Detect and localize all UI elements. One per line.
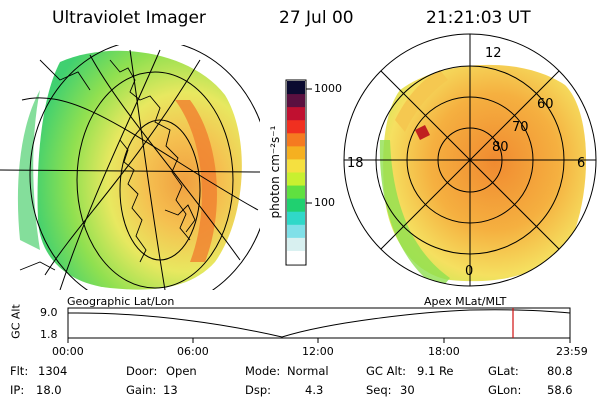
mlat-label-60: 60 bbox=[537, 97, 554, 112]
colorbar-band bbox=[287, 107, 305, 121]
mlt-label-18: 18 bbox=[347, 156, 364, 171]
altitude-plot bbox=[67, 307, 571, 343]
colorbar-band bbox=[287, 211, 305, 226]
gcalt-value: 9.1 Re bbox=[417, 364, 454, 378]
altitude-xtick-1800: 18:00 bbox=[428, 345, 460, 358]
glon-label: GLon: bbox=[488, 383, 522, 397]
seq-value: 30 bbox=[400, 383, 415, 397]
gain-value: 13 bbox=[163, 383, 178, 397]
seq-label: Seq: bbox=[366, 383, 392, 397]
glon-value: 58.6 bbox=[547, 383, 573, 397]
gcalt-label: GC Alt: bbox=[366, 364, 407, 378]
flt-value: 1304 bbox=[38, 364, 68, 378]
right-red-spot bbox=[415, 125, 430, 140]
altitude-ylabel: GC Alt bbox=[9, 304, 23, 339]
ip-value: 18.0 bbox=[36, 383, 62, 397]
ip-label: IP: bbox=[10, 383, 25, 397]
mlt-label-6: 6 bbox=[577, 156, 586, 171]
mlat-label-70: 70 bbox=[512, 120, 529, 135]
altitude-xtick-2359: 23:59 bbox=[556, 345, 588, 358]
glat-label: GLat: bbox=[488, 364, 519, 378]
instrument-title: Ultraviolet Imager bbox=[52, 8, 206, 28]
colorbar-band bbox=[287, 198, 305, 213]
colorbar bbox=[285, 79, 312, 266]
colorbar-band bbox=[287, 94, 305, 108]
mode-label: Mode: bbox=[245, 364, 281, 378]
date-label: 27 Jul 00 bbox=[279, 8, 354, 28]
altitude-xtick-0600: 06:00 bbox=[177, 345, 209, 358]
dsp-label: Dsp: bbox=[245, 383, 272, 397]
colorbar-tick-1000: 1000 bbox=[314, 82, 342, 95]
colorbar-band bbox=[287, 237, 305, 252]
colorbar-unit-label: photon cm⁻²s⁻¹ bbox=[268, 125, 282, 219]
geographic-image bbox=[0, 45, 260, 290]
gain-label: Gain: bbox=[126, 383, 157, 397]
mlt-label-0: 0 bbox=[465, 264, 474, 279]
left-panel-label: Geographic Lat/Lon bbox=[67, 295, 175, 308]
right-panel-label: Apex MLat/MLT bbox=[424, 295, 507, 308]
altitude-ytick-1-8: 1.8 bbox=[40, 328, 58, 341]
altitude-ytick-9: 9.0 bbox=[40, 306, 58, 319]
door-label: Door: bbox=[126, 364, 158, 378]
colorbar-band bbox=[287, 120, 305, 134]
colorbar-band bbox=[287, 224, 305, 239]
colorbar-band bbox=[287, 172, 305, 187]
colorbar-band bbox=[287, 133, 305, 147]
dsp-value: 4.3 bbox=[305, 383, 324, 397]
altitude-trace bbox=[67, 309, 571, 338]
colorbar-band bbox=[287, 250, 305, 265]
mode-value: Normal bbox=[287, 364, 329, 378]
mlt-label-12: 12 bbox=[485, 46, 502, 61]
altitude-xtick-1200: 12:00 bbox=[302, 345, 334, 358]
altitude-xtick-0000: 00:00 bbox=[52, 345, 84, 358]
door-value: Open bbox=[166, 364, 197, 378]
polar-plot bbox=[343, 33, 597, 287]
colorbar-band bbox=[287, 185, 305, 200]
left-dayside-arc bbox=[175, 100, 217, 262]
colorbar-band bbox=[287, 159, 305, 174]
colorbar-band bbox=[287, 146, 305, 161]
glat-value: 80.8 bbox=[547, 364, 573, 378]
colorbar-band bbox=[287, 81, 305, 95]
flt-label: Flt: bbox=[10, 364, 29, 378]
mlat-label-80: 80 bbox=[492, 140, 509, 155]
time-label: 21:21:03 UT bbox=[426, 8, 531, 28]
colorbar-tick-100: 100 bbox=[314, 196, 335, 209]
right-aurora-edge bbox=[395, 70, 448, 132]
